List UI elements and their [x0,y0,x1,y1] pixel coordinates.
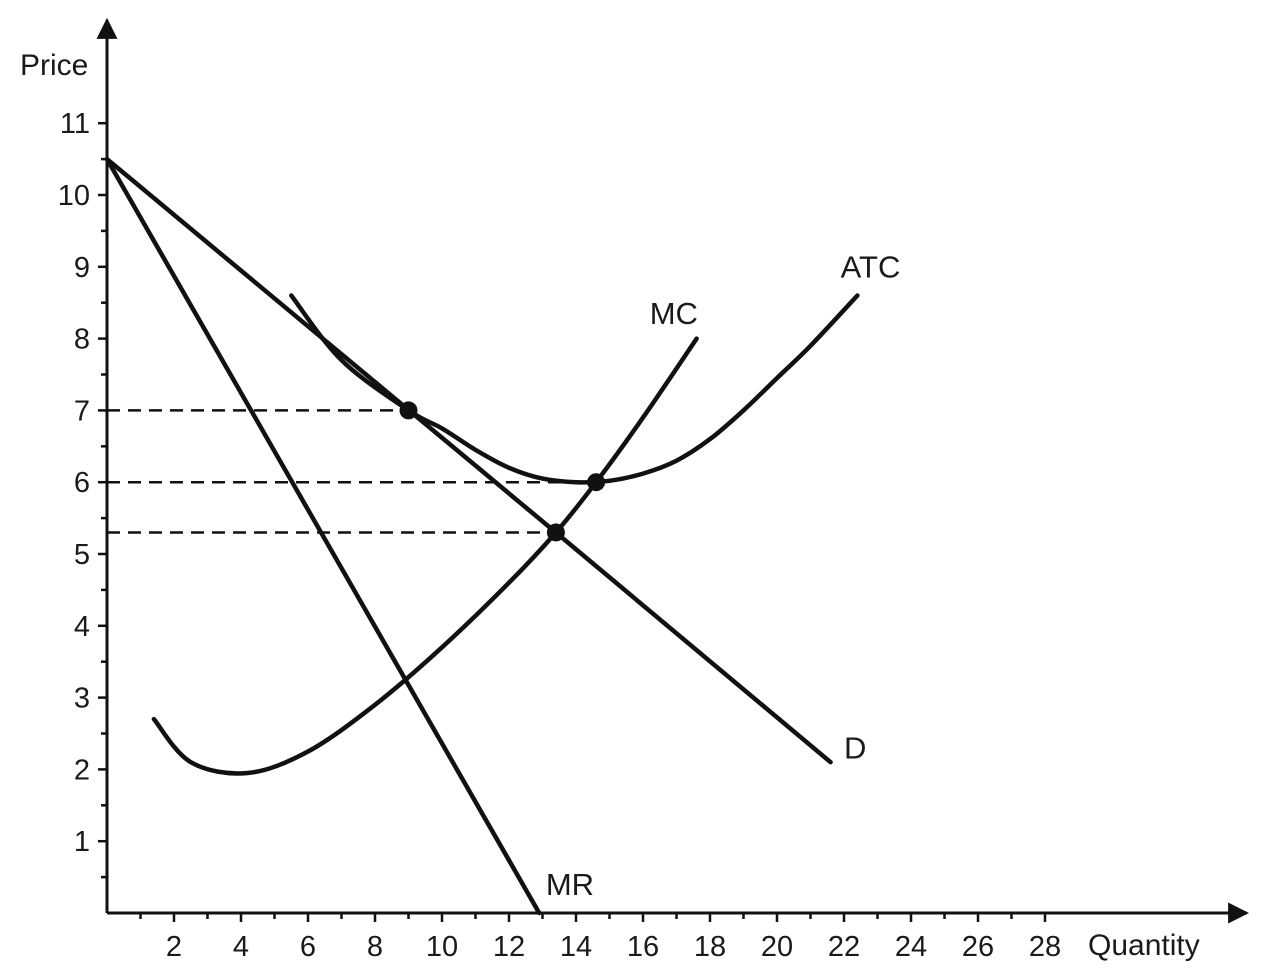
x-tick-label: 2 [166,931,182,963]
y-tick-label: 3 [74,683,90,715]
x-tick-label: 14 [560,931,592,963]
curve-label-mc: MC [650,296,698,331]
y-tick-label: 4 [74,611,90,643]
y-tick-label: 11 [60,108,90,140]
highlight-point [587,473,606,492]
x-tick-label: 24 [895,931,927,963]
x-tick-label: 12 [493,931,525,963]
x-tick-label: 28 [1029,931,1061,963]
highlight-point [546,523,565,542]
curve-label-d: D [844,731,866,766]
dashed-guides [107,409,597,534]
y-tick-label: 1 [74,826,90,858]
highlight-points [399,401,606,542]
x-tick-label: 16 [627,931,659,963]
series-mr-line [104,156,542,916]
y-tick-label: 2 [74,754,90,786]
curve-label-atc: ATC [841,250,901,285]
y-axis-title: Price [20,49,88,82]
y-tick-label: 5 [74,539,90,571]
x-tick-label: 20 [761,931,793,963]
axes [96,17,1250,924]
y-tick-label: 10 [58,180,90,212]
curve-labels: D MR MC ATC [546,250,901,902]
curve-label-mr: MR [546,867,594,902]
x-tick-label: 26 [962,931,994,963]
y-tick-label: 6 [74,467,90,499]
x-tick-label: 8 [367,931,383,963]
x-tick-label: 18 [694,931,726,963]
x-axis-title: Quantity [1088,929,1200,962]
y-tick-label: 9 [74,252,90,284]
series-atc-line [289,293,860,485]
y-tick-label: 7 [74,395,90,427]
series-mc-line [151,336,699,776]
curves [104,156,860,916]
highlight-point [399,401,418,420]
x-tick-label: 6 [300,931,316,963]
x-tick-label: 22 [828,931,860,963]
x-tick-label: 4 [233,931,249,963]
series-d-line [104,156,833,765]
y-tick-label: 8 [74,324,90,356]
x-tick-label: 10 [426,931,458,963]
